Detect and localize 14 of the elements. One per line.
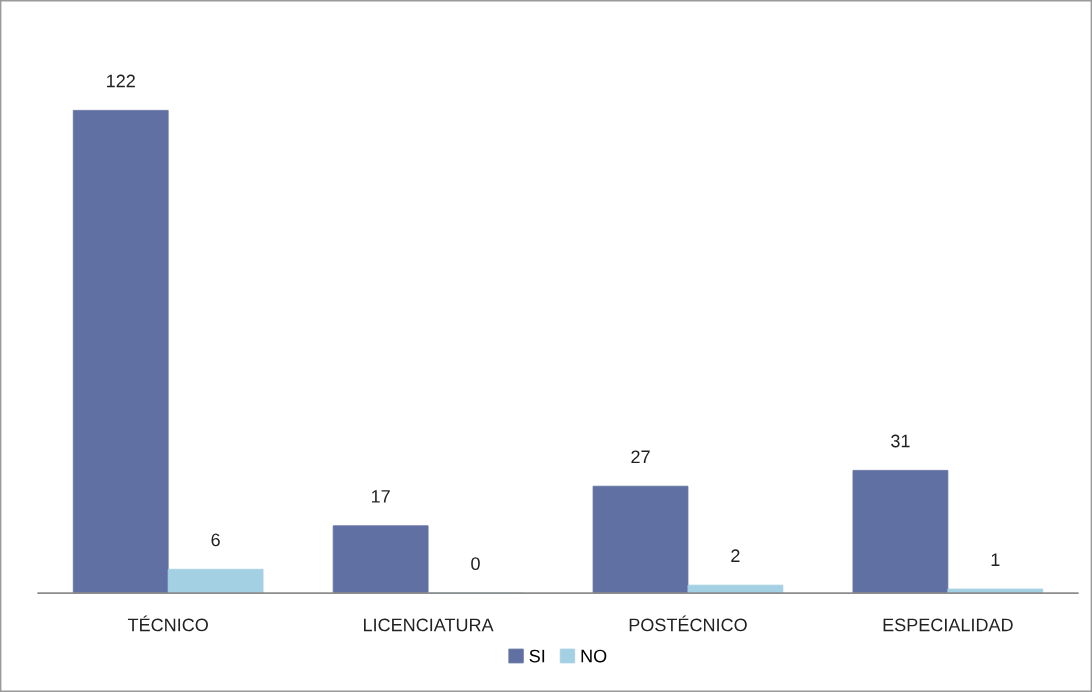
data-label: 122 xyxy=(107,74,135,88)
data-label: 27 xyxy=(631,450,650,464)
data-label: 2 xyxy=(731,549,740,562)
data-label: 31 xyxy=(891,434,910,448)
data-label: 1 xyxy=(991,553,1000,566)
data-label: 17 xyxy=(371,490,390,503)
x-tick-label: ESPECIALIDAD xyxy=(883,618,1013,632)
data-label: 6 xyxy=(211,533,220,547)
legend-label: NO xyxy=(581,649,607,663)
x-tick-label: LICENCIATURA xyxy=(364,618,494,632)
data-label: 0 xyxy=(471,557,480,571)
x-tick-label: POSTÉCNICO xyxy=(629,615,747,632)
legend-label: SI xyxy=(529,649,545,663)
x-tick-label: TÉCNICO xyxy=(127,615,208,632)
